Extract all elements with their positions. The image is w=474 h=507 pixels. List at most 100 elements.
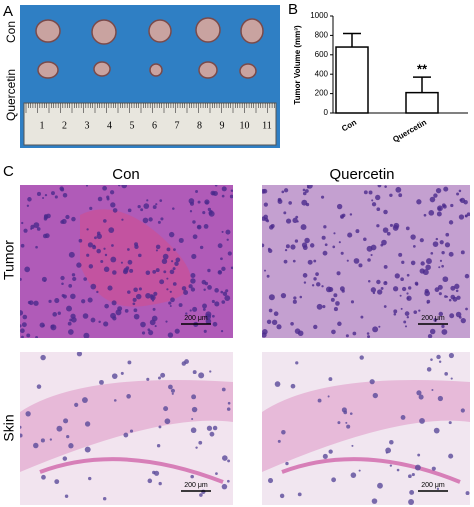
nucleus (33, 222, 40, 228)
nucleus (408, 286, 412, 290)
nucleus (409, 489, 415, 495)
nucleus (438, 292, 442, 296)
nucleus (345, 334, 349, 338)
nucleus (313, 259, 317, 263)
nucleus (383, 305, 387, 308)
nucleus (465, 491, 470, 496)
nucleus (122, 269, 128, 275)
nucleus (371, 498, 378, 504)
nucleus (358, 263, 363, 268)
nucleus (288, 201, 292, 205)
nucleus (333, 293, 338, 298)
nucleus (328, 449, 333, 454)
nucleus (427, 333, 433, 338)
nucleus (26, 333, 31, 338)
nucleus (123, 432, 129, 438)
nucleus (111, 244, 114, 247)
nucleus (460, 250, 465, 255)
nucleus (430, 252, 434, 255)
nucleus (68, 329, 74, 335)
nucleus (321, 235, 326, 240)
nucleus (84, 446, 91, 453)
nucleus (146, 377, 150, 381)
y-axis-title: Tumor Volume (mm³) (293, 25, 302, 105)
nucleus (295, 215, 299, 219)
nucleus (141, 331, 146, 335)
nucleus (208, 210, 213, 215)
nucleus (64, 494, 69, 498)
micrograph (262, 352, 470, 505)
nucleus (168, 301, 172, 305)
nucleus (222, 291, 228, 297)
nucleus (68, 443, 74, 449)
nucleus (202, 211, 206, 215)
nucleus (328, 377, 333, 381)
nucleus (106, 195, 110, 199)
nucleus (68, 251, 75, 258)
nucleus (88, 264, 94, 269)
nucleus (285, 218, 292, 224)
nucleus (61, 282, 64, 285)
nucleus (304, 189, 309, 193)
nucleus (285, 244, 290, 249)
nucleus (195, 190, 199, 193)
nucleus (20, 425, 22, 429)
nucleus (404, 311, 410, 316)
nucleus (126, 394, 131, 399)
nucleus (20, 324, 22, 328)
nucleus (383, 264, 388, 269)
nucleus (33, 442, 39, 449)
nucleus (152, 205, 157, 209)
nucleus (112, 208, 118, 213)
nucleus (26, 204, 30, 207)
nucleus (113, 399, 117, 402)
nucleus (62, 456, 68, 461)
nucleus (49, 438, 53, 441)
nucleus (103, 321, 109, 327)
nucleus (115, 309, 122, 316)
nucleus (414, 464, 421, 471)
nucleus (382, 227, 389, 233)
nucleus (420, 261, 425, 266)
nucleus (435, 187, 442, 194)
y-tick-label: 200 (315, 89, 329, 98)
nucleus (227, 251, 232, 256)
nucleus (158, 481, 162, 486)
nucleus (104, 303, 109, 309)
nucleus (295, 361, 299, 365)
nucleus (414, 281, 419, 286)
y-tick-label: 600 (315, 50, 329, 59)
nucleus (72, 276, 77, 282)
nucleus (406, 316, 410, 319)
nucleus (110, 202, 116, 208)
nucleus (134, 244, 139, 250)
nucleus (405, 226, 410, 231)
nucleus (172, 267, 176, 271)
nucleus (302, 188, 306, 192)
nucleus (456, 192, 460, 196)
nucleus (158, 425, 162, 429)
nucleus (411, 472, 415, 477)
nucleus (426, 367, 432, 372)
nucleus (169, 290, 172, 293)
nucleus (160, 372, 166, 378)
nucleus (404, 325, 408, 328)
nucleus (416, 390, 422, 396)
nucleus (20, 277, 22, 281)
nucleus (222, 455, 228, 461)
nucleus (290, 322, 294, 326)
nucleus (371, 199, 374, 202)
nucleus (423, 213, 427, 217)
nucleus (439, 259, 443, 262)
nucleus (452, 296, 458, 302)
nucleus (76, 262, 82, 268)
nucleus (433, 427, 440, 434)
row-label: Quercetin (4, 69, 18, 121)
nucleus (27, 300, 32, 305)
nucleus (230, 189, 233, 192)
nucleus (173, 248, 176, 252)
nucleus (142, 217, 149, 224)
nucleus (316, 282, 321, 287)
nucleus (152, 307, 156, 311)
nucleus (438, 266, 441, 269)
